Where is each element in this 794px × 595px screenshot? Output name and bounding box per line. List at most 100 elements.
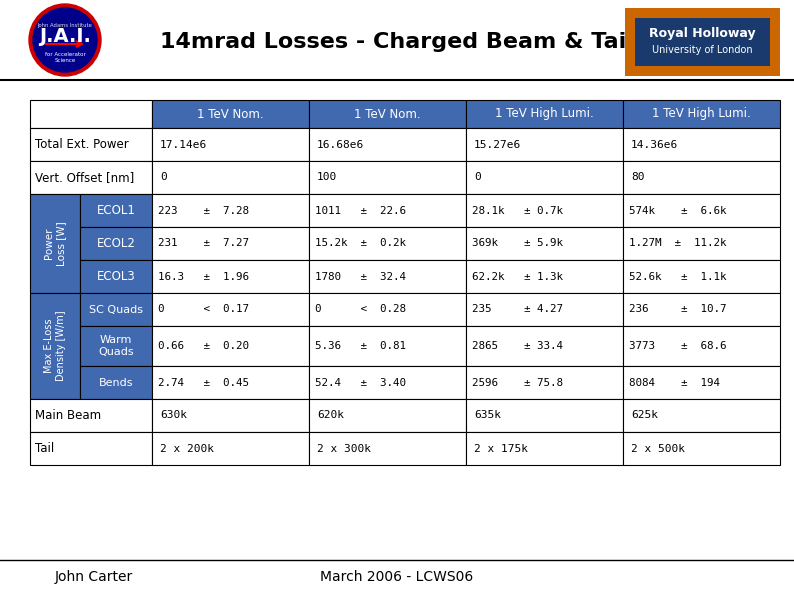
- Text: 3773    ±  68.6: 3773 ± 68.6: [629, 341, 727, 351]
- Bar: [623, 161, 780, 194]
- Bar: [80, 227, 152, 260]
- Text: 231    ±  7.27: 231 ± 7.27: [158, 239, 249, 249]
- Circle shape: [33, 8, 97, 72]
- Text: 1 TeV High Lumi.: 1 TeV High Lumi.: [652, 108, 751, 121]
- Bar: [466, 399, 623, 432]
- Bar: [152, 432, 309, 465]
- Bar: [30, 293, 80, 399]
- Bar: [80, 293, 152, 326]
- Bar: [152, 194, 309, 227]
- Bar: [466, 194, 623, 227]
- Bar: [152, 227, 309, 260]
- Text: 14.36e6: 14.36e6: [631, 139, 678, 149]
- Bar: [152, 161, 309, 194]
- Text: 62.2k   ± 1.3k: 62.2k ± 1.3k: [472, 271, 563, 281]
- Bar: [152, 399, 309, 432]
- Bar: [623, 326, 780, 366]
- Text: 2.74   ±  0.45: 2.74 ± 0.45: [158, 377, 249, 387]
- Bar: [80, 194, 152, 227]
- Text: John Carter: John Carter: [55, 570, 133, 584]
- Bar: [623, 293, 780, 326]
- Text: 15.2k  ±  0.2k: 15.2k ± 0.2k: [315, 239, 406, 249]
- Bar: [309, 366, 466, 399]
- Text: Max E-Loss
Density [W/m]: Max E-Loss Density [W/m]: [44, 311, 66, 381]
- Text: 16.3   ±  1.96: 16.3 ± 1.96: [158, 271, 249, 281]
- Text: 1 TeV High Lumi.: 1 TeV High Lumi.: [495, 108, 594, 121]
- Text: Tail: Tail: [35, 442, 54, 455]
- Text: 1 TeV Nom.: 1 TeV Nom.: [354, 108, 421, 121]
- Text: SC Quads: SC Quads: [89, 305, 143, 315]
- Bar: [309, 161, 466, 194]
- Text: Main Beam: Main Beam: [35, 409, 101, 422]
- Text: 0      <  0.28: 0 < 0.28: [315, 305, 406, 315]
- Bar: [309, 194, 466, 227]
- Bar: [466, 293, 623, 326]
- Bar: [152, 260, 309, 293]
- Bar: [30, 194, 80, 293]
- Text: 1011   ±  22.6: 1011 ± 22.6: [315, 205, 406, 215]
- Text: 2 x 500k: 2 x 500k: [631, 443, 685, 453]
- Bar: [623, 399, 780, 432]
- Bar: [466, 260, 623, 293]
- Text: 16.68e6: 16.68e6: [317, 139, 364, 149]
- Bar: [152, 128, 309, 161]
- Text: Warm
Quads: Warm Quads: [98, 335, 134, 357]
- Text: 2 x 200k: 2 x 200k: [160, 443, 214, 453]
- Text: J.A.I.: J.A.I.: [39, 27, 91, 46]
- Text: 620k: 620k: [317, 411, 344, 421]
- Bar: [30, 100, 152, 128]
- Text: 80: 80: [631, 173, 645, 183]
- Bar: [152, 293, 309, 326]
- Bar: [466, 161, 623, 194]
- Bar: [466, 366, 623, 399]
- Bar: [635, 18, 770, 66]
- Bar: [309, 100, 466, 128]
- Text: 1780   ±  32.4: 1780 ± 32.4: [315, 271, 406, 281]
- Text: 2596    ± 75.8: 2596 ± 75.8: [472, 377, 563, 387]
- Bar: [466, 227, 623, 260]
- Text: 0: 0: [160, 173, 167, 183]
- Text: ECOL1: ECOL1: [97, 204, 136, 217]
- Bar: [309, 326, 466, 366]
- Bar: [30, 399, 152, 432]
- Text: Vert. Offset [nm]: Vert. Offset [nm]: [35, 171, 134, 184]
- Bar: [309, 293, 466, 326]
- Bar: [309, 128, 466, 161]
- Text: 1.27M  ±  11.2k: 1.27M ± 11.2k: [629, 239, 727, 249]
- Bar: [466, 128, 623, 161]
- Text: 0: 0: [474, 173, 480, 183]
- Bar: [466, 326, 623, 366]
- Bar: [623, 432, 780, 465]
- Bar: [623, 128, 780, 161]
- Bar: [80, 326, 152, 366]
- Bar: [309, 399, 466, 432]
- Text: 0.66   ±  0.20: 0.66 ± 0.20: [158, 341, 249, 351]
- Bar: [623, 194, 780, 227]
- Text: Bends: Bends: [98, 377, 133, 387]
- Text: 2 x 175k: 2 x 175k: [474, 443, 528, 453]
- Text: 28.1k   ± 0.7k: 28.1k ± 0.7k: [472, 205, 563, 215]
- Bar: [30, 161, 152, 194]
- Bar: [152, 366, 309, 399]
- Bar: [466, 100, 623, 128]
- Text: 574k    ±  6.6k: 574k ± 6.6k: [629, 205, 727, 215]
- Text: 635k: 635k: [474, 411, 501, 421]
- Bar: [80, 260, 152, 293]
- Bar: [623, 227, 780, 260]
- Bar: [309, 260, 466, 293]
- Text: 630k: 630k: [160, 411, 187, 421]
- Text: Royal Holloway: Royal Holloway: [649, 27, 756, 40]
- Text: ECOL3: ECOL3: [97, 270, 135, 283]
- Bar: [625, 8, 780, 76]
- Text: Science: Science: [54, 58, 75, 64]
- Circle shape: [29, 4, 101, 76]
- Text: 0      <  0.17: 0 < 0.17: [158, 305, 249, 315]
- Bar: [623, 260, 780, 293]
- Text: 2865    ± 33.4: 2865 ± 33.4: [472, 341, 563, 351]
- Text: 5.36   ±  0.81: 5.36 ± 0.81: [315, 341, 406, 351]
- Text: John Adams Institute: John Adams Institute: [37, 23, 92, 29]
- Text: 14mrad Losses - Charged Beam & Tail: 14mrad Losses - Charged Beam & Tail: [160, 32, 634, 52]
- Text: 2 x 300k: 2 x 300k: [317, 443, 371, 453]
- Text: Total Ext. Power: Total Ext. Power: [35, 138, 129, 151]
- Text: 369k    ± 5.9k: 369k ± 5.9k: [472, 239, 563, 249]
